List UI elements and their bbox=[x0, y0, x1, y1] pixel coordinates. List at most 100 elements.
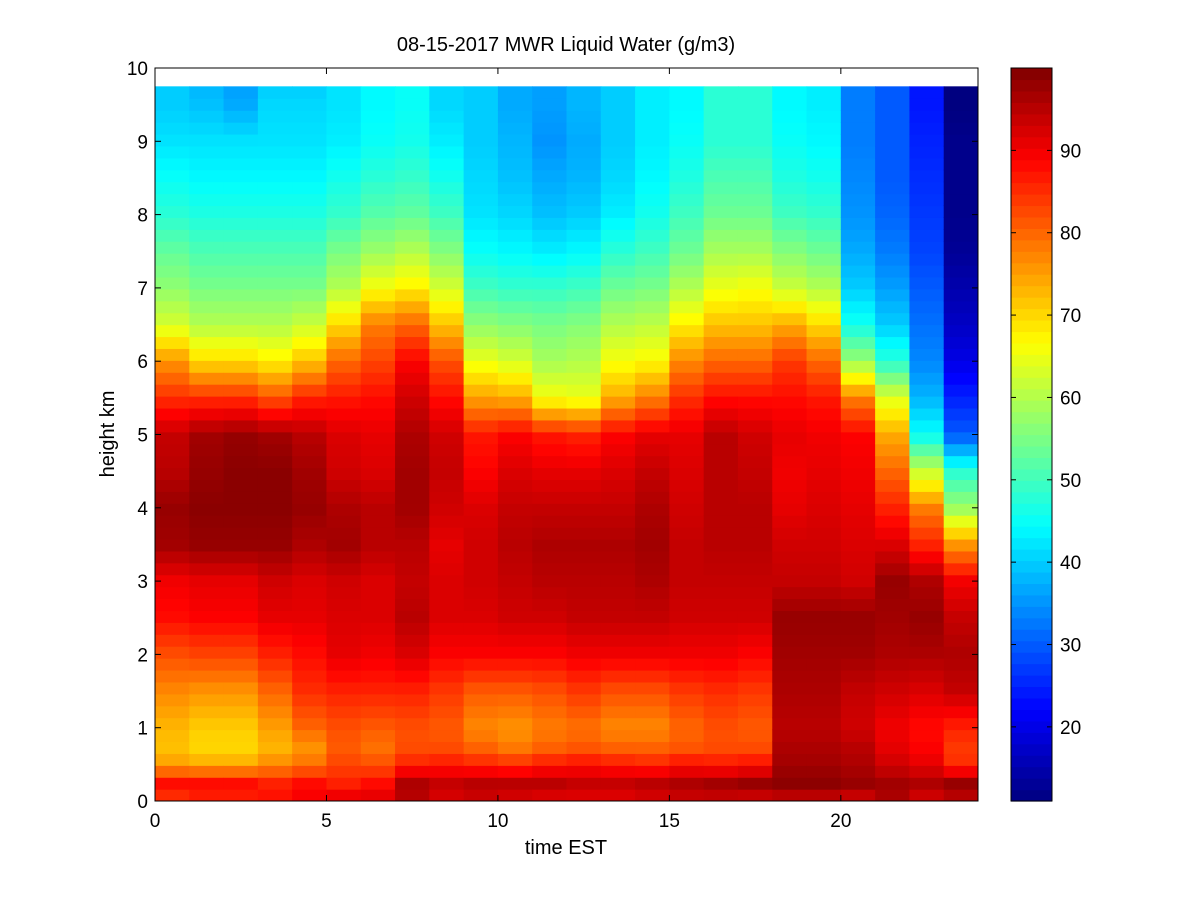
heatmap-cell bbox=[360, 431, 396, 445]
heatmap-cell bbox=[600, 741, 636, 754]
heatmap-cell bbox=[840, 181, 876, 195]
heatmap-cell bbox=[395, 550, 430, 564]
heatmap-cell bbox=[669, 169, 705, 183]
heatmap-cell bbox=[532, 253, 568, 266]
heatmap-cell bbox=[875, 777, 911, 790]
heatmap-cell bbox=[669, 396, 705, 409]
heatmap-cell bbox=[943, 181, 978, 195]
heatmap-cell bbox=[669, 431, 705, 445]
heatmap-cell bbox=[463, 276, 499, 290]
heatmap-cell bbox=[497, 646, 533, 659]
heatmap-cell bbox=[326, 515, 362, 528]
heatmap-cell bbox=[772, 241, 808, 254]
heatmap-cell bbox=[463, 586, 499, 600]
heatmap-cell bbox=[463, 348, 499, 361]
heatmap-cell bbox=[875, 312, 911, 326]
heatmap-cell bbox=[189, 312, 225, 326]
heatmap-cell bbox=[909, 157, 945, 171]
heatmap-cell bbox=[395, 467, 430, 480]
colorbar-segment bbox=[1011, 640, 1052, 653]
heatmap-cell bbox=[257, 86, 293, 99]
heatmap-cell bbox=[292, 205, 328, 218]
heatmap-cell bbox=[463, 681, 499, 695]
heatmap-cell bbox=[360, 753, 396, 766]
heatmap-cell bbox=[532, 598, 568, 612]
heatmap-cell bbox=[566, 122, 602, 135]
heatmap-cell bbox=[840, 264, 876, 278]
heatmap-cell bbox=[532, 217, 568, 230]
colorbar-segment bbox=[1011, 274, 1052, 287]
heatmap-cell bbox=[806, 562, 842, 576]
heatmap-cell bbox=[532, 431, 568, 445]
heatmap-cell bbox=[326, 574, 362, 588]
heatmap-cell bbox=[566, 324, 602, 338]
heatmap-cell bbox=[703, 443, 739, 457]
heatmap-cell bbox=[497, 658, 533, 671]
heatmap-cell bbox=[737, 479, 773, 492]
heatmap-cell bbox=[806, 610, 842, 623]
heatmap-cell bbox=[189, 693, 225, 707]
heatmap-cell bbox=[497, 669, 533, 683]
heatmap-cell bbox=[840, 253, 876, 266]
heatmap-cell bbox=[703, 229, 739, 242]
heatmap-cell bbox=[635, 479, 670, 492]
y-tick-label: 1 bbox=[137, 719, 148, 740]
heatmap-cell bbox=[532, 550, 568, 564]
chart-title: 08-15-2017 MWR Liquid Water (g/m3) bbox=[397, 34, 735, 56]
colorbar-segment bbox=[1011, 514, 1052, 527]
heatmap-cell bbox=[155, 646, 190, 659]
heatmap-cell bbox=[223, 110, 259, 123]
heatmap-cell bbox=[703, 741, 739, 754]
heatmap-cell bbox=[497, 86, 533, 99]
heatmap-cell bbox=[223, 741, 259, 754]
heatmap-cell bbox=[875, 276, 911, 290]
heatmap-cell bbox=[635, 217, 670, 230]
colorbar-segment bbox=[1011, 594, 1052, 607]
heatmap-cell bbox=[497, 789, 533, 801]
heatmap-cell bbox=[737, 550, 773, 564]
heatmap-cell bbox=[600, 717, 636, 731]
heatmap-cell bbox=[635, 455, 670, 469]
heatmap-cell bbox=[635, 658, 670, 671]
heatmap-cell bbox=[635, 193, 670, 207]
colorbar-segment bbox=[1011, 388, 1052, 401]
heatmap-cell bbox=[943, 765, 978, 778]
heatmap-cell bbox=[155, 396, 190, 409]
heatmap-cell bbox=[635, 550, 670, 564]
heatmap-cell bbox=[669, 741, 705, 754]
heatmap-cell bbox=[360, 300, 396, 314]
heatmap-cell bbox=[737, 681, 773, 695]
heatmap-cell bbox=[497, 324, 533, 338]
heatmap-cell bbox=[772, 324, 808, 338]
heatmap-cell bbox=[600, 765, 636, 778]
heatmap-cell bbox=[463, 741, 499, 754]
heatmap-cell bbox=[806, 157, 842, 171]
heatmap-cell bbox=[497, 741, 533, 754]
heatmap-cell bbox=[360, 741, 396, 754]
colorbar-segment bbox=[1011, 308, 1052, 321]
heatmap-cell bbox=[669, 467, 705, 480]
heatmap-cell bbox=[497, 276, 533, 290]
heatmap-cell bbox=[909, 729, 945, 743]
heatmap-cell bbox=[497, 264, 533, 278]
heatmap-cell bbox=[600, 288, 636, 302]
heatmap-cell bbox=[840, 515, 876, 528]
heatmap-cell bbox=[772, 765, 808, 778]
heatmap-cell bbox=[772, 622, 808, 635]
heatmap-cell bbox=[532, 229, 568, 242]
heatmap-cell bbox=[875, 384, 911, 397]
heatmap-cell bbox=[737, 562, 773, 576]
heatmap-cell bbox=[635, 241, 670, 254]
heatmap-cell bbox=[909, 288, 945, 302]
heatmap-cell bbox=[703, 681, 739, 695]
heatmap-cell bbox=[737, 467, 773, 480]
heatmap-cell bbox=[806, 324, 842, 338]
heatmap-cell bbox=[532, 646, 568, 659]
heatmap-cell bbox=[600, 598, 636, 612]
heatmap-cell bbox=[875, 741, 911, 754]
heatmap-cell bbox=[840, 646, 876, 659]
heatmap-cell bbox=[155, 384, 190, 397]
heatmap-cell bbox=[532, 110, 568, 123]
heatmap-cell bbox=[497, 241, 533, 254]
heatmap-cell bbox=[737, 741, 773, 754]
